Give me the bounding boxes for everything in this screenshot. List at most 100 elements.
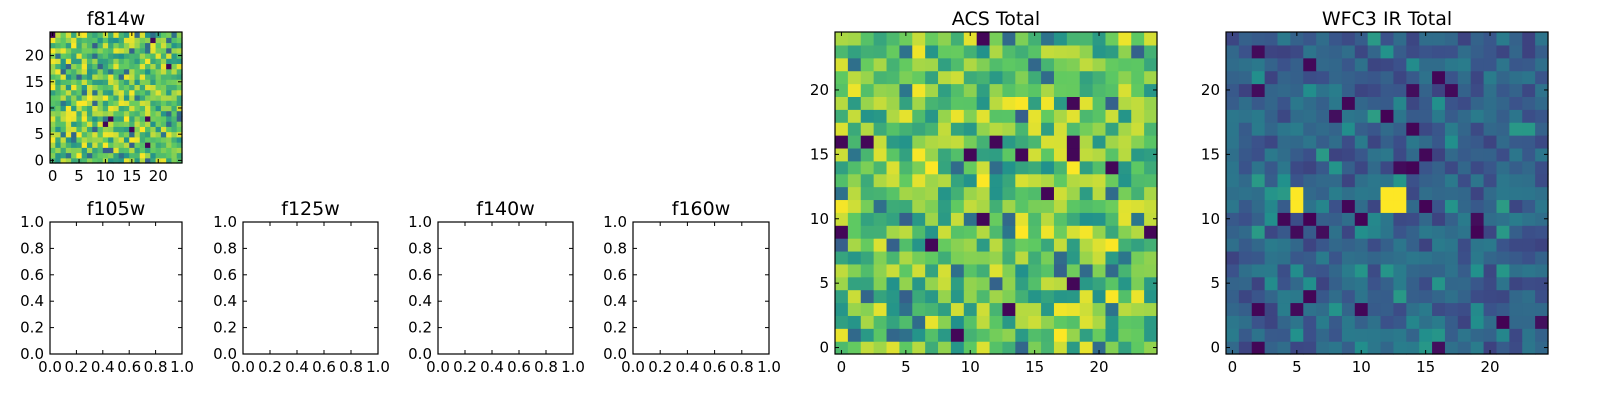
heatmap-cell <box>1522 250 1536 265</box>
heatmap-cell <box>1066 263 1081 278</box>
heatmap-cell <box>1535 328 1549 342</box>
heatmap-cell <box>989 289 1004 304</box>
heatmap-cell <box>1053 199 1068 213</box>
heatmap-cell <box>92 42 99 49</box>
heatmap-cell <box>847 212 862 226</box>
heatmap-cell <box>873 199 888 213</box>
heatmap-cell <box>1053 160 1068 175</box>
heatmap-cell <box>1079 263 1094 278</box>
heatmap-cell <box>166 47 173 54</box>
heatmap-cell <box>113 121 120 127</box>
heatmap-cell <box>1144 57 1158 72</box>
heatmap-cell <box>1341 122 1356 136</box>
heatmap-cell <box>1509 315 1523 329</box>
heatmap-cell <box>176 42 183 49</box>
heatmap-cell <box>1290 160 1304 175</box>
heatmap-cell <box>1277 122 1291 136</box>
heatmap-cell <box>1015 212 1029 226</box>
heatmap-cell <box>1470 341 1485 355</box>
heatmap-cell <box>118 131 125 138</box>
heatmap-cell <box>989 186 1004 201</box>
heatmap-cell <box>1380 57 1395 72</box>
heatmap-cell <box>108 58 114 65</box>
heatmap-cell <box>60 63 67 70</box>
heatmap-cell <box>835 44 849 59</box>
heatmap-cell <box>129 126 136 133</box>
heatmap-cell <box>108 115 114 122</box>
heatmap-cell <box>1444 70 1459 85</box>
heatmap-cell <box>1354 238 1369 252</box>
heatmap-cell <box>886 135 900 149</box>
heatmap-cell <box>150 131 157 138</box>
heatmap-cell <box>1028 276 1042 291</box>
heatmap-cell <box>873 160 888 175</box>
heatmap-cell <box>1264 44 1279 59</box>
heatmap-cell <box>1028 32 1042 46</box>
heatmap-cell <box>71 68 77 75</box>
heatmap-cell <box>1066 276 1081 291</box>
heatmap-cell <box>873 225 888 239</box>
heatmap-cell <box>118 89 125 96</box>
heatmap-cell <box>155 115 162 122</box>
heatmap-cell <box>1028 160 1042 175</box>
heatmap-cell <box>1002 32 1016 46</box>
heatmap-cell <box>989 44 1004 59</box>
heatmap-cell <box>1118 147 1132 162</box>
heatmap-cell <box>134 32 141 38</box>
heatmap-cell <box>976 83 991 97</box>
heatmap-cell <box>899 83 913 97</box>
heatmap-cell <box>1238 173 1253 188</box>
x-tick-label: 5 <box>1292 358 1302 376</box>
heatmap-cell <box>1144 173 1158 188</box>
heatmap-cell <box>1066 328 1081 342</box>
heatmap-cell <box>1053 147 1068 162</box>
heatmap-cell <box>129 105 136 112</box>
heatmap-cell <box>134 121 141 127</box>
heatmap-cell <box>1131 199 1145 213</box>
heatmap-cell <box>1144 302 1158 316</box>
heatmap-cell <box>1144 44 1158 59</box>
heatmap-cell <box>1393 44 1407 59</box>
heatmap-cell <box>1079 57 1094 72</box>
heatmap-cell <box>65 157 72 164</box>
heatmap-cell <box>65 68 72 75</box>
heatmap-cell <box>1015 186 1029 201</box>
heatmap-cell <box>1406 250 1420 265</box>
heatmap-cell <box>81 42 88 49</box>
heatmap-cell <box>155 110 162 117</box>
heatmap-cell <box>1419 302 1433 316</box>
heatmap-cell <box>155 68 162 75</box>
heatmap-cell <box>92 121 99 127</box>
heatmap-cell <box>976 199 991 213</box>
heatmap-cell <box>123 37 130 44</box>
heatmap-cell <box>145 52 151 59</box>
heatmap-cell <box>55 110 62 117</box>
heatmap-cell <box>873 32 888 46</box>
heatmap-cell <box>1290 199 1304 213</box>
heatmap-cell <box>123 100 130 106</box>
heatmap-cell <box>912 302 926 316</box>
heatmap-cell <box>71 131 77 138</box>
heatmap-cell <box>1483 70 1498 85</box>
heatmap-cell <box>108 37 114 44</box>
heatmap-cell <box>71 110 77 117</box>
heatmap-cell <box>1131 238 1145 252</box>
heatmap-cell <box>1341 135 1356 149</box>
heatmap-cell <box>989 276 1004 291</box>
y-tick-label: 0.4 <box>213 292 237 310</box>
heatmap-cell <box>1316 341 1330 355</box>
heatmap-cell <box>1457 341 1472 355</box>
heatmap-cell <box>81 94 88 101</box>
heatmap-cell <box>1251 263 1266 278</box>
heatmap-cell <box>102 105 109 112</box>
heatmap-cell <box>71 126 77 133</box>
heatmap-cell <box>1290 44 1304 59</box>
heatmap-cell <box>1496 238 1510 252</box>
heatmap-cell <box>1457 109 1472 123</box>
heatmap-cell <box>835 96 849 110</box>
heatmap-cell <box>1419 315 1433 329</box>
heatmap-cell <box>86 79 93 85</box>
heatmap-cell <box>97 37 104 44</box>
heatmap-cell <box>1432 160 1446 175</box>
heatmap-cell <box>1380 83 1395 97</box>
